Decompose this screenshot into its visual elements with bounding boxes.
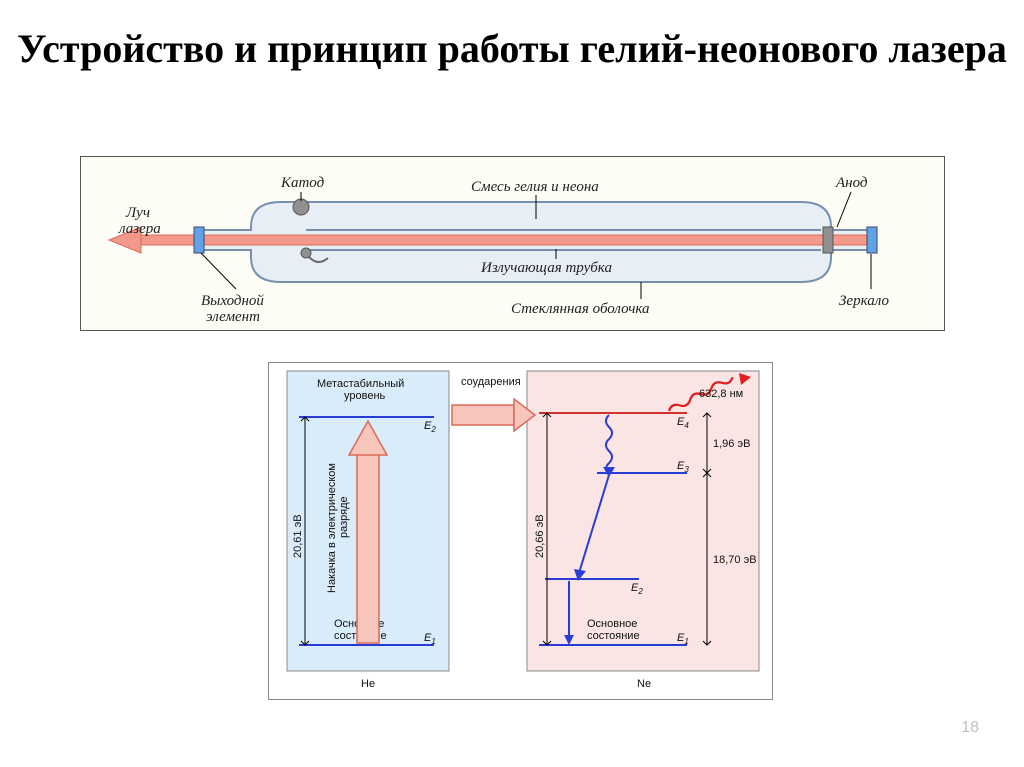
label-gap-196: 1,96 эВ: [713, 438, 750, 450]
label-anode: Анод: [835, 175, 868, 191]
energy-level-diagram: Метастабильныйуровень E2 E1 Основноесост…: [268, 362, 773, 700]
label-output: Выходнойэлемент: [201, 293, 264, 325]
laser-tube-diagram: Лучлазера Катод Смесь гелия и неона Анод…: [80, 156, 945, 331]
label-laser-beam: Лучлазера: [118, 205, 161, 237]
label-ne-ground: Основноесостояние: [587, 618, 640, 642]
collision-arrow: [452, 399, 535, 431]
label-wavelength: 632,8 нм: [699, 388, 743, 400]
page-title: Устройство и принцип работы гелий-неонов…: [0, 0, 1024, 73]
label-collisions: соударения: [461, 376, 521, 388]
label-he-gap: 20,61 эВ: [292, 514, 304, 558]
label-ne-symbol: Ne: [637, 678, 651, 690]
output-element: [194, 227, 204, 253]
anode: [823, 227, 833, 253]
ne-panel: [527, 371, 759, 671]
label-gap-1870: 18,70 эВ: [713, 554, 757, 566]
label-emitting-tube: Излучающая трубка: [480, 260, 612, 276]
label-he-symbol: He: [361, 678, 375, 690]
label-ne-gap: 20,66 эВ: [534, 514, 546, 558]
label-gas-mix: Смесь гелия и неона: [471, 179, 599, 195]
label-glass-shell: Стеклянная оболочка: [511, 301, 650, 317]
mirror: [867, 227, 877, 253]
label-cathode: Катод: [280, 175, 325, 191]
cathode: [293, 199, 309, 215]
page-number: 18: [961, 719, 979, 737]
label-mirror: Зеркало: [839, 293, 889, 309]
